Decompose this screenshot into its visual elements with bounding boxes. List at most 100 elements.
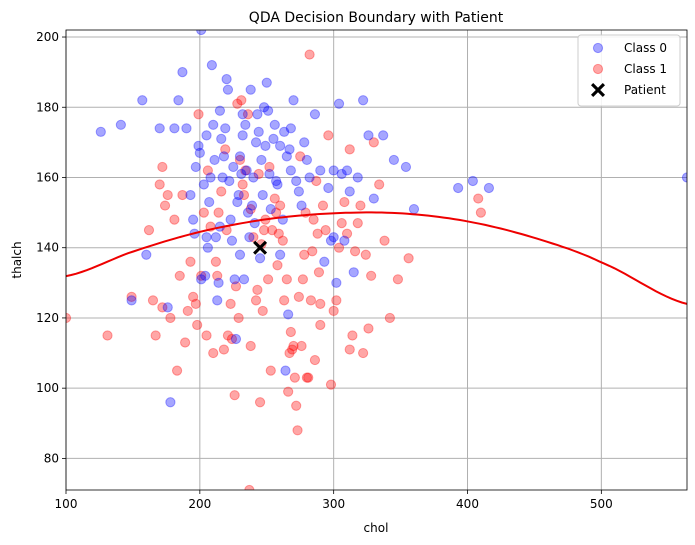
class-0-point [331, 277, 342, 288]
class-0-point [220, 123, 231, 134]
class-0-point [246, 200, 258, 211]
y-tick-label: 160 [36, 170, 59, 184]
class-0-point [363, 130, 374, 141]
class-1-point [315, 319, 326, 331]
class-1-point [297, 274, 308, 285]
class-1-point [309, 354, 321, 366]
class-1-point [250, 295, 262, 306]
class-0-point [196, 274, 207, 285]
class-0-point [241, 165, 252, 176]
class-1-point [275, 200, 286, 211]
class-0-point [237, 130, 248, 141]
y-ticks: 80 100 120 140 160 180 200 [36, 30, 66, 465]
class-1-point [328, 305, 339, 317]
class-1-point [240, 165, 251, 176]
class-0-point [296, 200, 307, 211]
class-1-point [157, 302, 168, 313]
chart-title: QDA Decision Boundary with Patient [249, 10, 504, 26]
class-1-point [253, 168, 264, 180]
class-1-point [216, 186, 227, 197]
class-0-point [280, 365, 291, 376]
legend-class-0-marker [592, 42, 604, 54]
class-1-point [272, 260, 283, 271]
class-1-point [303, 372, 314, 383]
class-1-point [182, 305, 193, 317]
class-1-point [360, 249, 371, 260]
class-1-point [238, 189, 250, 201]
y-axis-label: thalch [10, 241, 24, 278]
legend-patient-label: Patient [624, 83, 666, 97]
class-1-point [218, 344, 230, 355]
class-0-point [319, 256, 330, 267]
class-1-point [281, 274, 292, 285]
class-1-point [313, 267, 325, 278]
class-1-point [403, 253, 414, 264]
class-1-point [349, 246, 361, 257]
legend-class-1-marker [592, 63, 604, 75]
class-0-point [328, 165, 339, 176]
class-0-point [234, 249, 246, 260]
class-0-point [232, 196, 243, 208]
class-0-point [242, 207, 254, 218]
class-1-point [257, 305, 268, 317]
class-0-point [328, 232, 339, 243]
class-0-point [201, 232, 212, 243]
class-1-point [317, 200, 329, 211]
x-tick-label: 300 [322, 497, 345, 511]
class-1-point [293, 291, 304, 302]
class-1-point [233, 312, 244, 324]
class-1-point [269, 193, 280, 204]
class-1-point [289, 372, 300, 383]
class-0-point [205, 172, 216, 183]
class-1-point [296, 340, 307, 352]
class-1-point [232, 98, 243, 109]
class-0-point [238, 274, 250, 285]
class-0-point [217, 172, 228, 183]
class-0-point [253, 126, 264, 137]
class-0-point [467, 175, 478, 187]
class-1-point [264, 161, 275, 173]
class-1-point [190, 298, 201, 309]
class-1-point [236, 95, 247, 106]
class-1-point [213, 207, 224, 218]
class-0-point [275, 249, 286, 260]
class-1-point [292, 425, 303, 436]
class-0-point [181, 123, 192, 134]
y-tick-label: 80 [44, 451, 59, 465]
class-1-points [66, 49, 486, 490]
class-0-point [315, 165, 326, 176]
class-0-point [95, 126, 106, 137]
legend-class-1: Class 1 [592, 62, 667, 76]
class-0-point [204, 196, 215, 208]
class-1-point [242, 109, 254, 120]
class-1-point [307, 246, 318, 257]
x-axis-label: chol [364, 521, 389, 535]
class-1-point [171, 365, 183, 376]
class-1-point [392, 274, 404, 285]
class-0-point [256, 154, 267, 166]
grid-lines [65, 30, 687, 490]
class-0-point [213, 277, 224, 288]
class-1-point [344, 344, 355, 355]
class-1-point [344, 144, 355, 155]
class-0-point [265, 203, 276, 215]
plot-area [66, 30, 687, 490]
class-1-point [192, 319, 203, 331]
class-1-point [277, 235, 288, 246]
class-1-point [267, 225, 278, 236]
class-1-point [230, 281, 242, 292]
class-0-point [173, 95, 184, 106]
class-0-point [272, 179, 283, 190]
class-1-point [333, 242, 345, 253]
y-tick-label: 120 [36, 311, 59, 325]
class-0-point [196, 30, 207, 36]
class-1-point [245, 340, 256, 352]
class-0-point [209, 154, 220, 166]
class-0-point [271, 175, 282, 187]
class-0-point [226, 235, 238, 246]
class-0-point [234, 151, 246, 162]
class-0-point [288, 95, 299, 106]
class-0-point [681, 172, 687, 183]
class-1-point [180, 337, 191, 348]
